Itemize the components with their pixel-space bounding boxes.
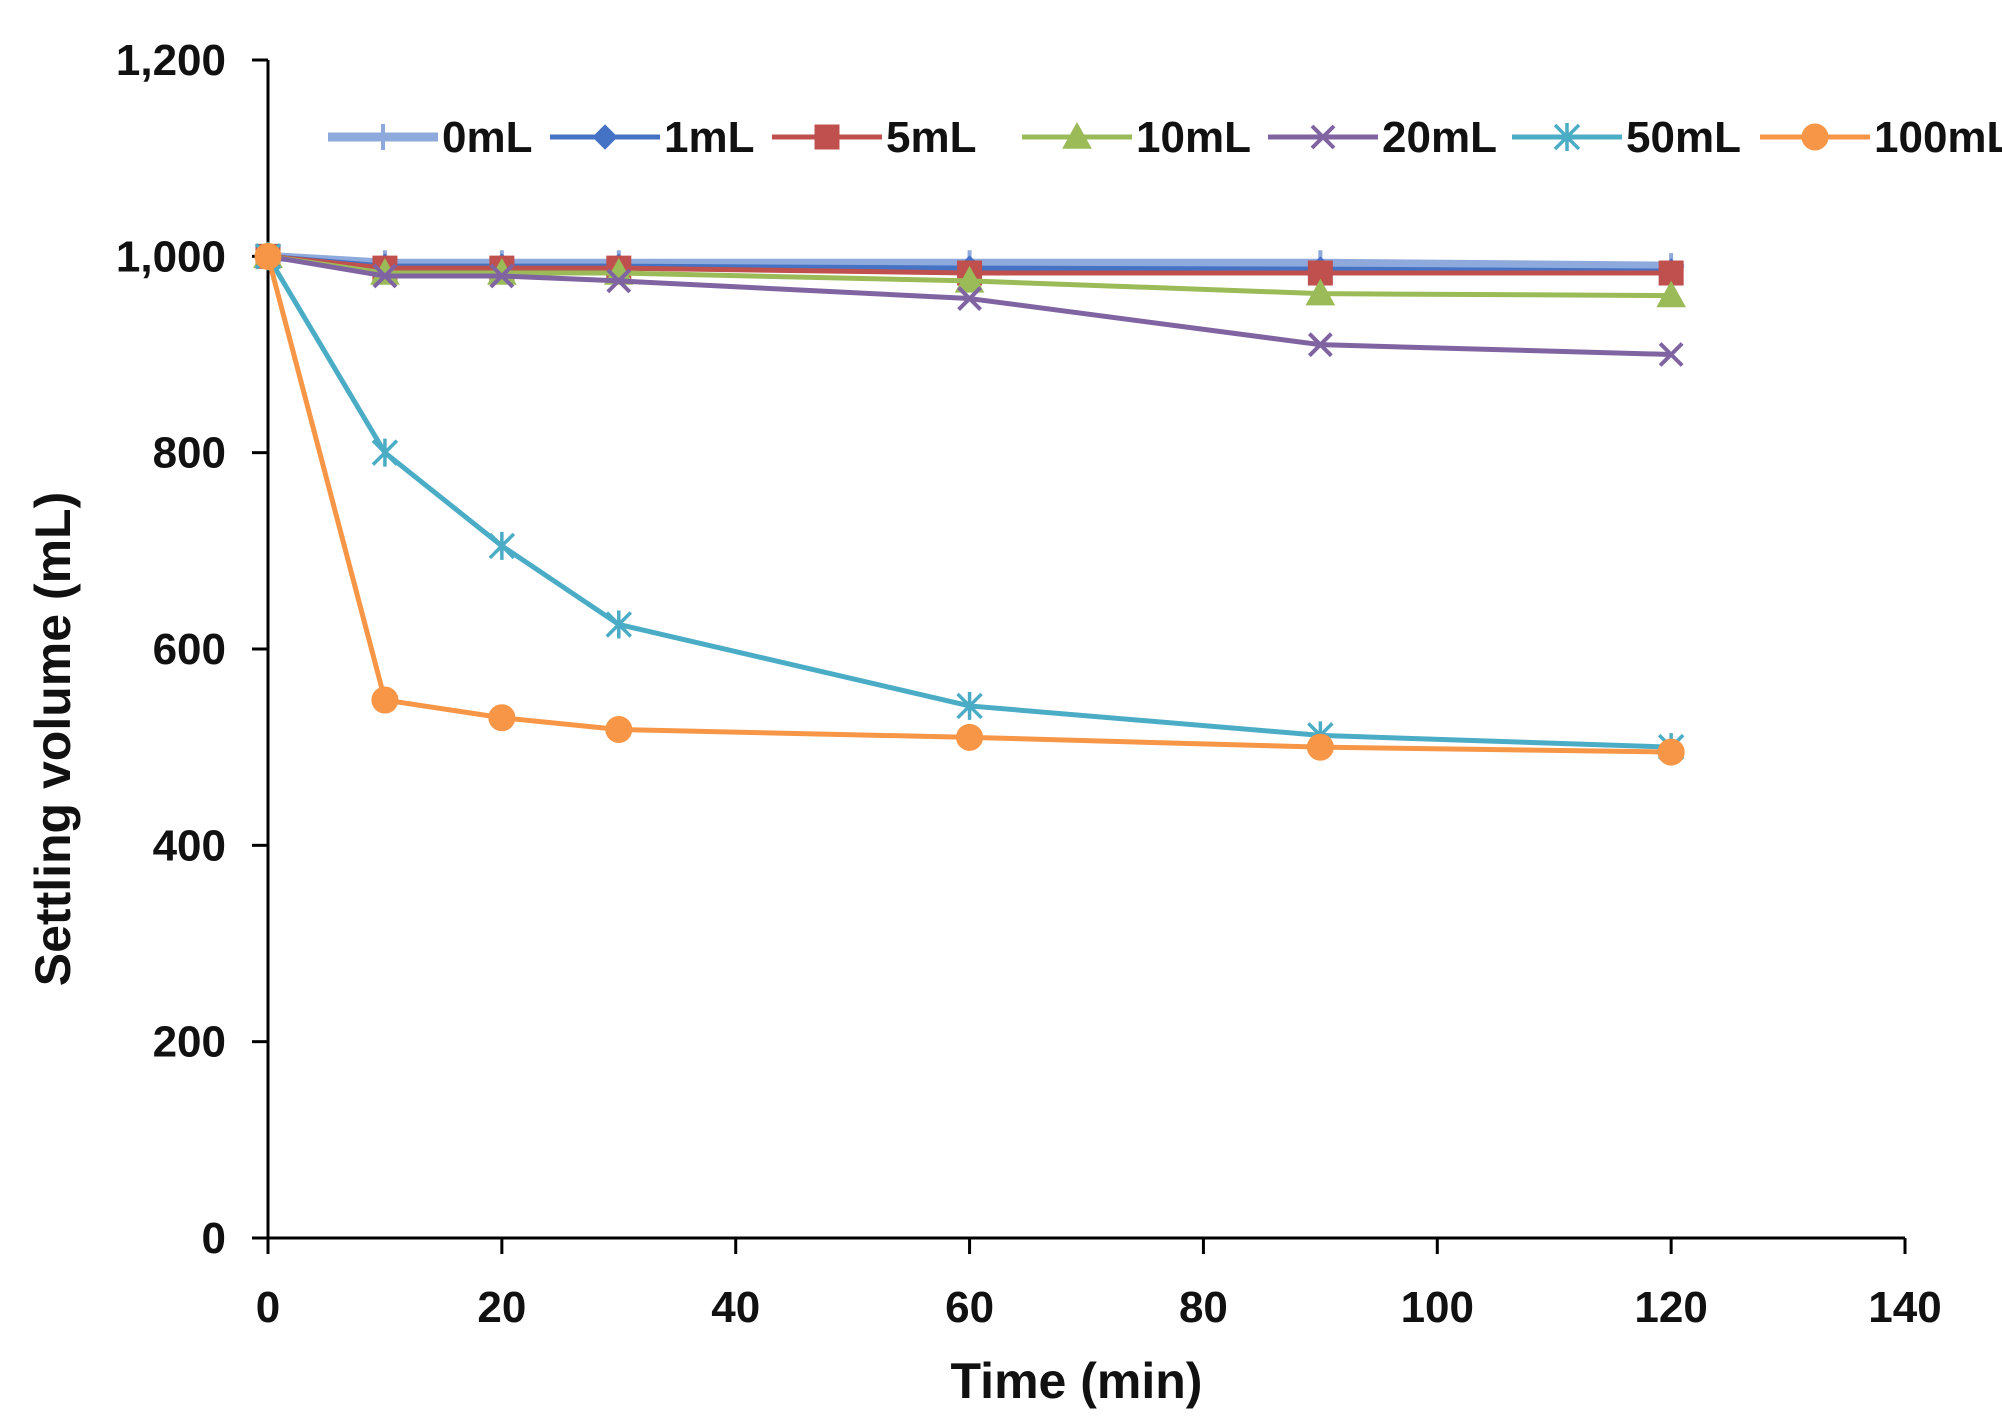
- legend-label: 5mL: [886, 113, 976, 162]
- data-point-100mL: [371, 686, 399, 714]
- data-point-20mL: [372, 263, 398, 289]
- series-20mL: [255, 243, 1684, 367]
- legend-marker: [814, 124, 840, 150]
- data-point-10mL: [1305, 278, 1336, 306]
- x-tick-label: 120: [1634, 1283, 1707, 1332]
- x-ticks: 0 20 40 60 80 100 120 140: [256, 1238, 1942, 1332]
- x-tick-label: 60: [945, 1283, 994, 1332]
- data-point-100mL: [254, 242, 282, 270]
- data-point-100mL: [956, 723, 984, 751]
- axes: [266, 60, 1905, 1240]
- legend-item-10mL: 10mL: [1022, 113, 1251, 162]
- series-line-50mL: [265, 255, 1672, 750]
- legend-label: 0mL: [442, 113, 532, 162]
- data-point-100mL: [1306, 733, 1334, 761]
- y-tick-label: 800: [153, 429, 226, 478]
- data-point-50mL: [956, 691, 983, 720]
- legend-label: 1mL: [664, 113, 754, 162]
- legend-item-20mL: 20mL: [1268, 113, 1497, 162]
- legend-item-5mL: 5mL: [772, 113, 976, 162]
- data-point-20mL: [1307, 332, 1333, 358]
- data-point-50mL: [488, 531, 516, 560]
- y-tick-label: 1,000: [116, 232, 226, 281]
- legend-label: 20mL: [1382, 113, 1497, 162]
- y-tick-label: 200: [153, 1018, 226, 1067]
- data-point-20mL: [489, 263, 515, 289]
- y-tick-label: 600: [153, 625, 226, 674]
- legend-marker: [370, 124, 396, 150]
- series-100mL: [254, 242, 1685, 766]
- series-line-100mL: [265, 255, 1672, 755]
- y-tick-label: 0: [202, 1214, 226, 1263]
- legend-item-1mL: 1mL: [550, 113, 754, 162]
- x-tick-label: 0: [256, 1283, 280, 1332]
- legend-item-0mL: 0mL: [328, 113, 532, 162]
- legend-item-100mL: 100mL: [1760, 113, 2002, 162]
- data-point-100mL: [1657, 738, 1685, 766]
- legend-label: 50mL: [1626, 113, 1741, 162]
- data-point-50mL: [605, 610, 633, 639]
- series-50mL: [254, 242, 1685, 762]
- data-point-20mL: [1658, 342, 1684, 367]
- data-point-10mL: [954, 265, 985, 293]
- plot-series: [253, 241, 1686, 766]
- y-tick-label: 1,200: [116, 36, 226, 85]
- x-tick-label: 80: [1179, 1283, 1228, 1332]
- data-point-10mL: [1656, 280, 1686, 308]
- y-axis-title: Settling volume (mL): [25, 492, 81, 986]
- x-tick-label: 100: [1401, 1283, 1474, 1332]
- legend-marker: [1062, 121, 1092, 149]
- y-tick-label: 400: [153, 821, 226, 870]
- data-point-20mL: [957, 286, 982, 311]
- x-tick-label: 20: [477, 1283, 526, 1332]
- data-point-100mL: [488, 704, 516, 732]
- legend-marker: [592, 124, 618, 150]
- x-axis-title: Time (min): [951, 1353, 1203, 1409]
- x-tick-label: 40: [711, 1283, 760, 1332]
- legend-marker: [1310, 124, 1336, 150]
- legend-label: 100mL: [1874, 113, 2002, 162]
- y-ticks: 0 200 400 600 800 1,000 1,200: [116, 36, 268, 1263]
- legend-marker: [1553, 123, 1581, 151]
- legend-marker: [1801, 123, 1829, 151]
- legend: 0mL 1mL 5mL 10mL 20mL 50mL 100mL: [328, 113, 2002, 162]
- x-tick-label: 140: [1868, 1283, 1941, 1332]
- legend-label: 10mL: [1136, 113, 1251, 162]
- data-point-100mL: [605, 715, 633, 743]
- data-point-20mL: [606, 268, 632, 294]
- legend-item-50mL: 50mL: [1512, 113, 1741, 162]
- data-point-50mL: [371, 438, 399, 467]
